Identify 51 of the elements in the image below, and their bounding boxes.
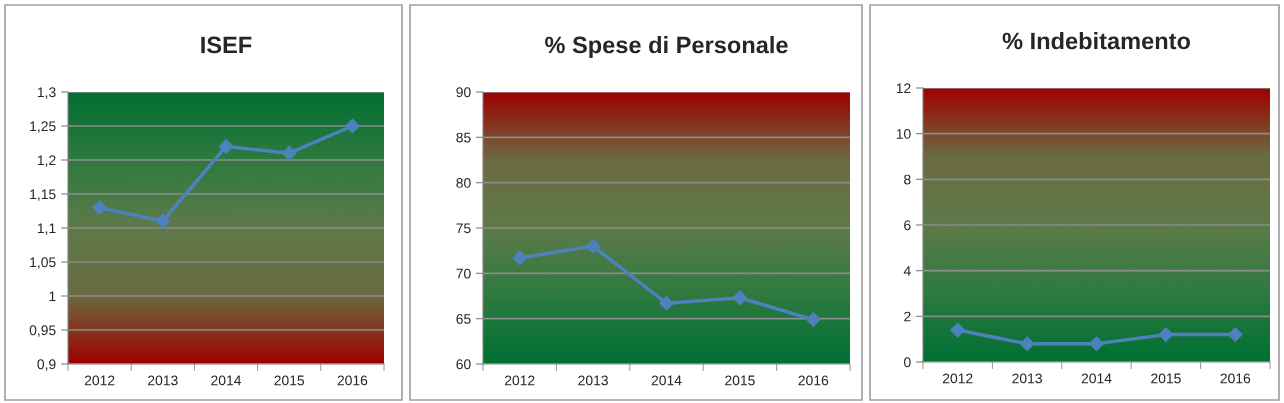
x-tick-label: 2015 (1151, 373, 1181, 384)
y-tick-label: 1,3 (37, 87, 56, 99)
x-tick-label: 2012 (84, 375, 115, 386)
y-tick-label: 1,15 (30, 189, 56, 201)
y-tick-label: 65 (456, 314, 471, 324)
point (92, 200, 107, 215)
y-tick-label: 12 (896, 83, 911, 94)
x-tick-label: 2016 (798, 375, 829, 386)
x-tick-label: 2014 (651, 375, 682, 386)
point (512, 250, 528, 266)
y-tick-label: 6 (904, 220, 911, 231)
y-tick-label: 0,9 (37, 359, 56, 371)
y-tick-label: 0,95 (29, 325, 56, 337)
x-tick-label: 2013 (1012, 373, 1042, 384)
x-tick-label: 2013 (578, 375, 608, 386)
chart-title: ISEF (201, 36, 252, 54)
x-tick-label: 2012 (942, 373, 973, 384)
y-tick-label: 0 (904, 357, 911, 368)
y-tick-label: 75 (456, 223, 471, 234)
y-tick-label: 2 (904, 311, 911, 322)
y-tick-label: 70 (456, 268, 471, 279)
y-tick-label: 1 (49, 291, 56, 302)
y-tick-label: 1,2 (37, 155, 56, 167)
y-tick-label: 90 (456, 87, 471, 98)
point (805, 312, 821, 327)
x-tick-label: 2015 (274, 375, 305, 386)
point (732, 290, 748, 306)
x-tick-label: 2014 (1081, 373, 1112, 384)
x-tick-label: 2016 (1220, 373, 1251, 384)
point (155, 213, 171, 229)
chart-title: % Spese di Personale (545, 36, 788, 59)
point (281, 145, 297, 161)
y-tick-label: 85 (456, 132, 471, 143)
y-tick-label: 60 (456, 359, 471, 370)
chart-title: % Indebitamento (1002, 32, 1191, 50)
y-tick-label: 1,05 (30, 257, 56, 269)
x-tick-label: 2014 (211, 375, 242, 386)
x-tick-label: 2015 (725, 375, 755, 386)
y-tick-label: 80 (456, 178, 471, 188)
y-tick-label: 4 (903, 266, 911, 276)
x-tick-label: 2012 (504, 375, 535, 386)
y-tick-label: 8 (904, 174, 911, 185)
x-tick-label: 2016 (337, 375, 368, 386)
point (585, 238, 601, 254)
y-tick-label: 1,25 (30, 121, 56, 133)
point (345, 118, 360, 134)
x-tick-label: 2013 (148, 375, 178, 386)
point (659, 295, 674, 311)
point (218, 139, 234, 154)
y-tick-label: 1,1 (37, 223, 56, 235)
y-tick-label: 10 (896, 129, 911, 139)
